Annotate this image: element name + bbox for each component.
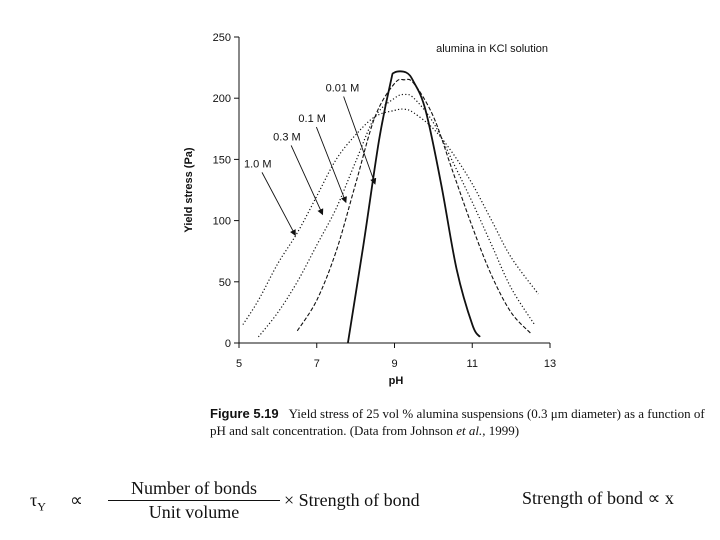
series-label: 0.01 M xyxy=(326,82,360,94)
y-tick-label: 0 xyxy=(225,338,231,350)
x-tick-label: 11 xyxy=(467,358,478,370)
x-tick-label: 5 xyxy=(236,358,242,370)
series-label: 1.0 M xyxy=(244,158,272,170)
series-line-0-3-M xyxy=(257,93,536,338)
axes: 0 50 100 150 200 250 5 7 9 11 13 xyxy=(213,32,556,370)
proportional-symbol: ∝ xyxy=(70,490,83,510)
yield-stress-chart: 0 50 100 150 200 250 5 7 9 11 13 0.01 M 0.1 M 0.3 M 1… xyxy=(183,32,556,387)
formula-denominator: Unit volume xyxy=(148,502,240,522)
series-line-0-01-M xyxy=(347,70,481,344)
series-label-arrow xyxy=(315,126,347,204)
tau-symbol: τ xyxy=(30,490,38,510)
series-line-0-1-M xyxy=(296,78,532,334)
formula-numerator: Number of bonds xyxy=(108,478,280,501)
series-label-arrow xyxy=(290,145,324,216)
series-label-arrow xyxy=(343,96,377,185)
series-line-1-0-M xyxy=(242,108,539,325)
chart-annotation: alumina in KCl solution xyxy=(436,43,548,55)
series-layer xyxy=(242,70,539,344)
x-tick-label: 7 xyxy=(314,358,320,370)
x-tick-label: 9 xyxy=(391,358,397,370)
x-tick-label: 13 xyxy=(544,358,556,370)
caption-year: , 1999) xyxy=(482,423,520,438)
figure-caption: Figure 5.19 Yield stress of 25 vol % alum… xyxy=(210,405,710,439)
formula-lhs: τY xyxy=(30,490,46,515)
tau-subscript: Y xyxy=(37,499,46,514)
formula-fraction: Number of bonds Unit volume xyxy=(108,478,280,523)
figure-label: Figure 5.19 xyxy=(210,406,279,421)
y-tick-label: 150 xyxy=(213,154,231,166)
x-axis-title: pH xyxy=(389,375,404,387)
caption-et-al: et al. xyxy=(456,423,483,438)
y-tick-label: 50 xyxy=(219,277,231,289)
series-label-arrow xyxy=(261,172,296,237)
y-tick-label: 200 xyxy=(213,93,231,105)
y-tick-label: 250 xyxy=(213,32,231,44)
y-axis-title: Yield stress (Pa) xyxy=(183,147,195,233)
series-label: 0.3 M xyxy=(273,131,301,143)
formula-times-strength: × Strength of bond xyxy=(284,490,420,510)
series-label: 0.1 M xyxy=(298,113,326,125)
strength-proportionality: Strength of bond ∝ x xyxy=(522,488,674,508)
y-tick-label: 100 xyxy=(213,216,231,228)
caption-text: Yield stress of 25 vol % alumina suspens… xyxy=(210,406,705,438)
series-labels: 0.01 M 0.1 M 0.3 M 1.0 M xyxy=(244,82,377,237)
